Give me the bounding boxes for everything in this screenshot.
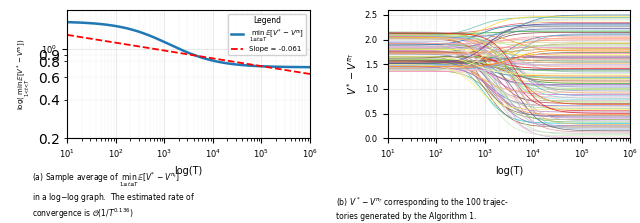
Slope = -0.061: [207, 57, 214, 59]
$\min_{1\leq t\leq T}\mathbb{E}[V^*-V^{\pi_t}]$: [63, 21, 71, 23]
$\min_{1\leq t\leq T}\mathbb{E}[V^*-V^{\pi_t}]$: [207, 59, 214, 61]
Slope = -0.061: [306, 73, 314, 75]
Slope = -0.061: [106, 40, 114, 43]
Y-axis label: log($\min_{1<t<T}\mathbb{E}[V^*-V^{\pi_t}]$): log($\min_{1<t<T}\mathbb{E}[V^*-V^{\pi_t…: [15, 39, 32, 110]
$\min_{1\leq t\leq T}\mathbb{E}[V^*-V^{\pi_t}]$: [126, 28, 134, 30]
Slope = -0.061: [63, 33, 71, 36]
Y-axis label: $V^*-V^{\pi_T}$: $V^*-V^{\pi_T}$: [346, 53, 359, 95]
Slope = -0.061: [126, 44, 134, 46]
$\min_{1\leq t\leq T}\mathbb{E}[V^*-V^{\pi_t}]$: [225, 62, 233, 65]
Line: Slope = -0.061: Slope = -0.061: [67, 35, 310, 74]
$\min_{1\leq t\leq T}\mathbb{E}[V^*-V^{\pi_t}]$: [106, 24, 114, 27]
Slope = -0.061: [173, 51, 181, 54]
Slope = -0.061: [246, 63, 254, 66]
$\min_{1\leq t\leq T}\mathbb{E}[V^*-V^{\pi_t}]$: [173, 47, 181, 49]
Text: (a) Sample average of $\min_{1\leq t\leq T}\mathbb{E}[V^*-V^{\pi_t}]$
in a log$-: (a) Sample average of $\min_{1\leq t\leq…: [32, 171, 195, 221]
Text: (b) $V^*-V^{\pi_T}$ corresponding to the 100 trajec-
tories generated by the Alg: (b) $V^*-V^{\pi_T}$ corresponding to the…: [336, 196, 509, 221]
X-axis label: log(T): log(T): [495, 166, 523, 176]
Legend: $\min_{1\leq t\leq T}\mathbb{E}[V^*-V^{\pi_t}]$, Slope = -0.061: $\min_{1\leq t\leq T}\mathbb{E}[V^*-V^{\…: [228, 14, 307, 55]
Line: $\min_{1\leq t\leq T}\mathbb{E}[V^*-V^{\pi_t}]$: $\min_{1\leq t\leq T}\mathbb{E}[V^*-V^{\…: [67, 22, 310, 67]
$\min_{1\leq t\leq T}\mathbb{E}[V^*-V^{\pi_t}]$: [306, 66, 314, 68]
$\min_{1\leq t\leq T}\mathbb{E}[V^*-V^{\pi_t}]$: [246, 64, 254, 67]
X-axis label: log(T): log(T): [175, 166, 203, 176]
Slope = -0.061: [225, 60, 233, 62]
